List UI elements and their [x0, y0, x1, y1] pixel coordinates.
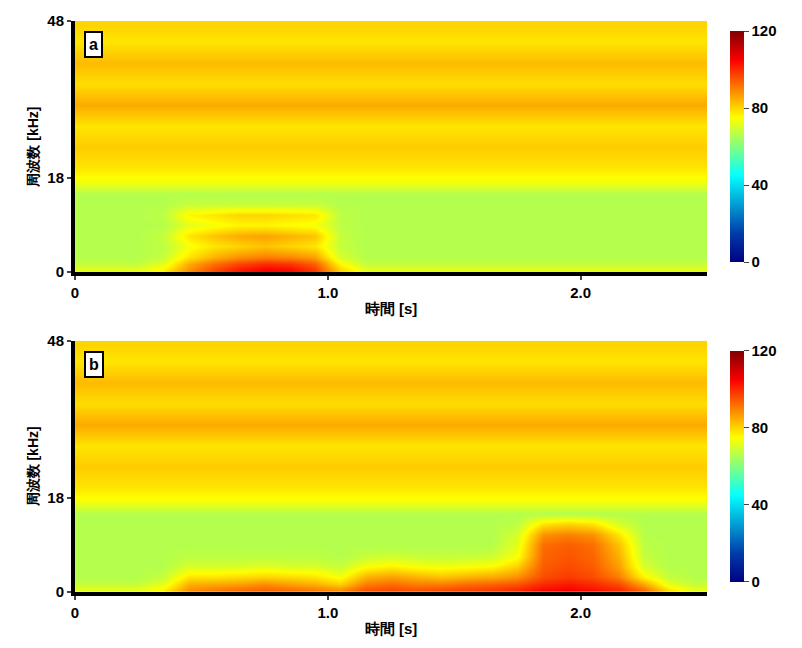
svg-text:18: 18 [47, 169, 64, 186]
svg-text:120: 120 [752, 342, 777, 359]
svg-text:時間 [s]: 時間 [s] [365, 300, 418, 317]
svg-text:18: 18 [47, 489, 64, 506]
svg-text:40: 40 [752, 176, 769, 193]
svg-text:2.0: 2.0 [570, 284, 591, 301]
svg-text:1.0: 1.0 [317, 284, 338, 301]
svg-text:時間 [s]: 時間 [s] [365, 620, 418, 637]
svg-text:80: 80 [752, 99, 769, 116]
svg-text:2.0: 2.0 [570, 604, 591, 621]
svg-text:0: 0 [71, 284, 79, 301]
svg-text:80: 80 [752, 419, 769, 436]
svg-text:a: a [89, 36, 98, 53]
svg-text:1.0: 1.0 [317, 604, 338, 621]
svg-text:0: 0 [752, 253, 760, 270]
svg-text:0: 0 [752, 573, 760, 590]
svg-text:40: 40 [752, 496, 769, 513]
svg-text:48: 48 [47, 332, 64, 349]
svg-text:0: 0 [56, 263, 64, 280]
svg-text:0: 0 [56, 583, 64, 600]
svg-text:周波数 [kHz]: 周波数 [kHz] [25, 107, 41, 188]
svg-text:0: 0 [71, 604, 79, 621]
svg-text:周波数 [kHz]: 周波数 [kHz] [25, 426, 41, 507]
svg-text:120: 120 [752, 22, 777, 39]
svg-text:48: 48 [47, 12, 64, 29]
svg-text:b: b [89, 356, 99, 373]
